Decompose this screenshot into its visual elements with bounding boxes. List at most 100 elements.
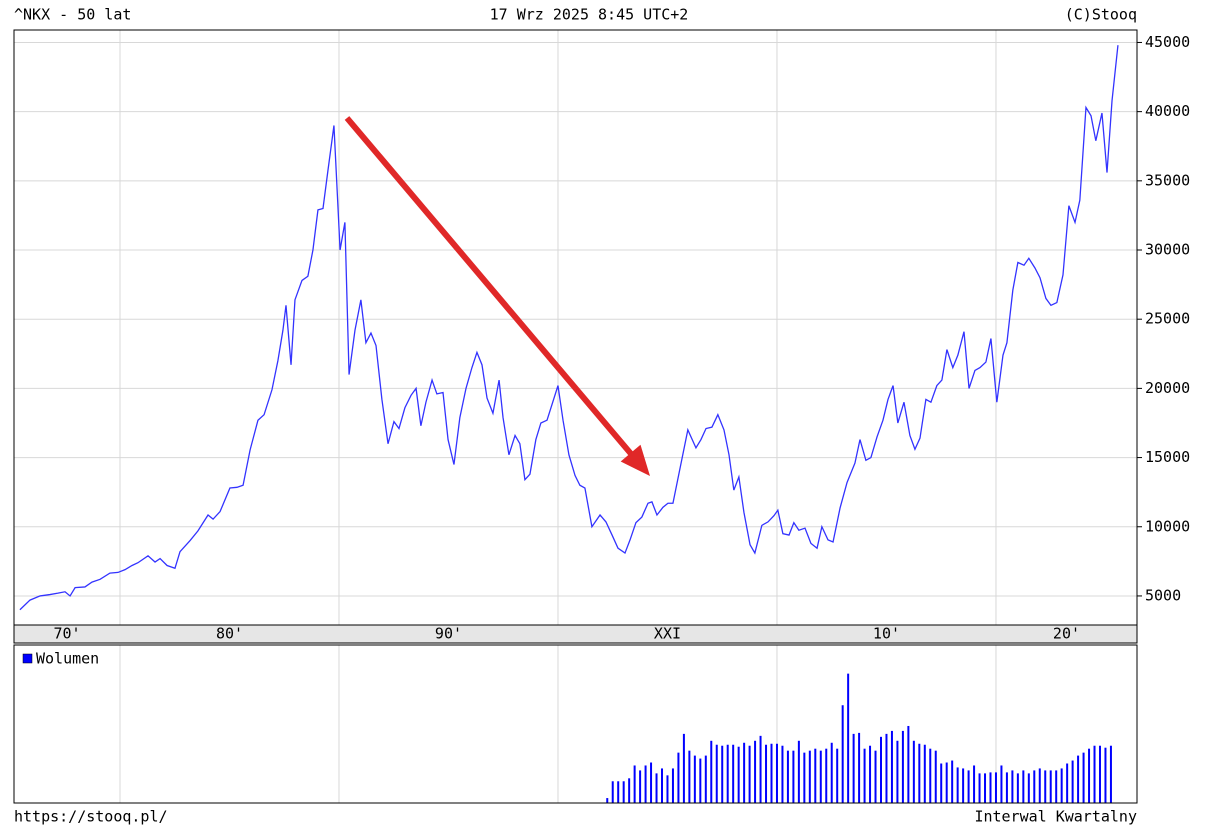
volume-bar [781,745,784,803]
volume-bar [792,750,795,803]
volume-bar [951,760,954,803]
volume-bar [677,752,680,803]
volume-bar [1022,770,1025,803]
x-tick-label: 10' [873,625,900,643]
volume-bar [1055,770,1058,803]
volume-bar [775,743,778,803]
volume-bar [661,768,664,803]
volume-bar [732,744,735,803]
volume-bar [1109,745,1112,803]
volume-bar [912,740,915,803]
volume-bar [858,732,861,803]
volume-bar [1093,745,1096,803]
volume-bar [885,733,888,803]
y-tick-label: 40000 [1145,102,1190,120]
volume-bar [682,733,685,803]
volume-bar [666,775,669,803]
labels: 70' 80' 90' XXI 10' 20' 5000 10000 15000 20000 250… [22,33,1190,668]
annotation-arrow-head [620,444,650,476]
volume-bar [869,745,872,803]
volume-bar [617,781,620,803]
x-tick-label: XXI [654,625,681,643]
volume-bar [1088,748,1091,803]
volume-bar [688,750,691,803]
volume-bar [956,767,959,803]
volume-bar [721,745,724,803]
volume-bar [655,773,658,803]
volume-bar [803,752,806,803]
volume-bar [715,744,718,803]
volume-bar [973,765,976,803]
volume-bar [1060,768,1063,803]
y-tick-label: 15000 [1145,448,1190,466]
volume-bar [1038,768,1041,803]
volume-bar [1033,770,1036,803]
volume-bar [737,746,740,803]
volume-bar [1104,747,1107,803]
volume-bar [693,755,696,803]
volume-bar [830,742,833,803]
legend-swatch [22,653,33,664]
volume-bar [1082,752,1085,803]
volume-bar [808,750,811,803]
volume-bar [852,733,855,803]
volume-bar [704,755,707,803]
volume-bar [748,745,751,803]
volume-bar [945,762,948,803]
volume-bar [863,748,866,803]
volume-bar [1098,745,1101,803]
volume-bar [1077,755,1080,803]
volume-bar [639,770,642,803]
volume-bar [1000,765,1003,803]
y-tick-label: 35000 [1145,171,1190,189]
volume-bar [726,744,729,803]
x-tick-label: 80' [216,625,243,643]
volume-bar [989,772,992,803]
volume-bar [874,750,877,803]
volume-bar [923,744,926,803]
volume-bar [984,773,987,803]
volume-bar [879,736,882,803]
y-tick-label: 30000 [1145,241,1190,259]
volume-bar [967,770,970,803]
chart-date: 17 Wrz 2025 8:45 UTC+2 [490,6,689,24]
volume-bar [1016,773,1019,803]
annotation-arrow [344,116,635,457]
volume-bar [671,768,674,803]
volume-bar [978,773,981,803]
volume-bar [918,743,921,803]
volume-frame [13,644,1138,804]
y-tick-label: 10000 [1145,517,1190,535]
y-tick-label: 20000 [1145,379,1190,397]
x-axis-strip [13,624,1138,644]
volume-bar [962,768,965,803]
x-tick-label: 70' [53,625,80,643]
y-tick-label: 25000 [1145,310,1190,328]
volume-bar [994,772,997,803]
volume-bar [770,743,773,803]
volume-bar [907,725,910,803]
volume-bar [934,750,937,803]
volume-bar [1044,770,1047,803]
legend-label: Wolumen [36,650,99,668]
volume-bar [1066,763,1069,803]
volume-bar [890,730,893,803]
volume-bar [759,735,762,803]
volume-bar [819,750,822,803]
x-tick-label: 20' [1053,625,1080,643]
volume-bar [841,705,844,803]
volume-bar [699,758,702,803]
volume-bar [1005,772,1008,803]
footer-url: https://stooq.pl/ [14,808,168,826]
volume-bar [650,762,653,803]
volume-bar [628,778,631,803]
volume-bar [814,748,817,803]
volume-bar [929,748,932,803]
volume-bar [1071,760,1074,803]
volume-bar [611,781,614,803]
price-line [19,45,1119,611]
y-tick-label: 45000 [1145,33,1190,51]
volume-bar [786,750,789,803]
